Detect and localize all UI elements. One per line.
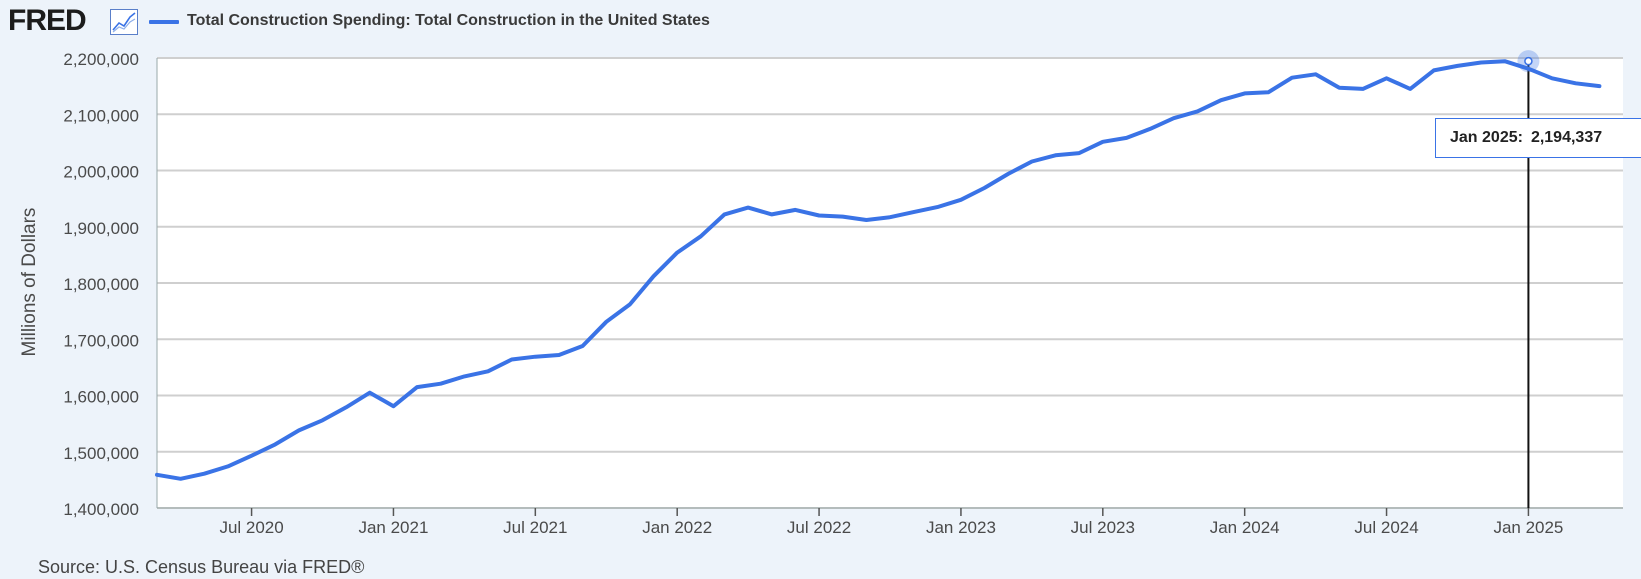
fred-logo[interactable]: FRED [8, 4, 87, 37]
x-tick-label: Jul 2022 [787, 518, 851, 537]
y-tick-label: 1,900,000 [63, 219, 139, 238]
y-tick-label: 1,500,000 [63, 444, 139, 463]
tooltip-date: Jan 2025: [1450, 129, 1523, 146]
y-tick-label: 1,400,000 [63, 500, 139, 519]
x-tick-label: Jan 2024 [1210, 518, 1280, 537]
y-tick-label: 1,600,000 [63, 388, 139, 407]
tooltip-value: 2,194,337 [1530, 129, 1603, 146]
source-note: Source: U.S. Census Bureau via FRED® [38, 557, 365, 577]
x-tick-label: Jul 2021 [503, 518, 567, 537]
x-tick-label: Jul 2023 [1071, 518, 1135, 537]
y-tick-label: 2,100,000 [63, 106, 139, 125]
y-tick-label: 2,200,000 [63, 50, 139, 69]
x-tick-label: Jul 2020 [219, 518, 283, 537]
x-tick-label: Jul 2024 [1354, 518, 1418, 537]
legend-swatch [149, 20, 179, 24]
x-tick-label: Jan 2025 [1493, 518, 1563, 537]
data-tooltip: Jan 2025: 2,194,337 [1435, 118, 1641, 158]
y-tick-label: 1,700,000 [63, 331, 139, 350]
line-chart-icon [110, 9, 138, 35]
x-tick-label: Jan 2023 [926, 518, 996, 537]
y-tick-label: 2,000,000 [63, 163, 139, 182]
x-tick-label: Jan 2021 [358, 518, 428, 537]
legend-series-label[interactable]: Total Construction Spending: Total Const… [187, 12, 710, 29]
highlight-point [1524, 56, 1533, 66]
x-tick-label: Jan 2022 [642, 518, 712, 537]
series-line [155, 59, 1602, 481]
y-tick-label: 1,800,000 [63, 275, 139, 294]
chart-header: FRED Total Construction Spending: Total … [0, 0, 1641, 44]
